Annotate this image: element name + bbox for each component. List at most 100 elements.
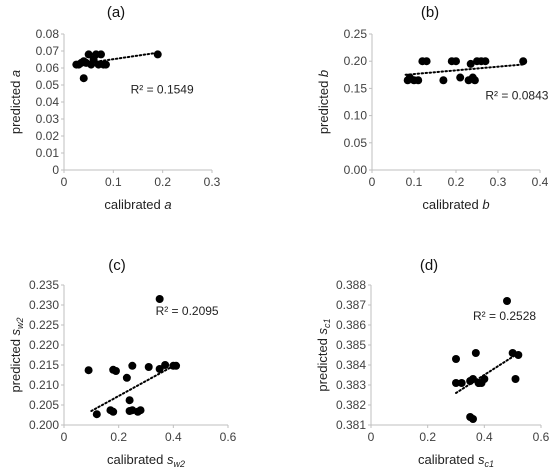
x-tick-label: 0.2 — [154, 175, 171, 189]
r-squared-label: R² = 0.1549 — [131, 83, 194, 97]
y-tick-label: 0.205 — [29, 398, 59, 412]
x-tick-label: 0 — [369, 175, 376, 189]
y-tick-label: 0.384 — [336, 358, 366, 372]
data-point — [481, 57, 490, 66]
data-point — [439, 76, 448, 85]
y-tick-label: 0.07 — [36, 44, 60, 58]
x-tick-label: 0 — [61, 430, 68, 444]
data-point — [111, 367, 120, 375]
data-point — [144, 363, 153, 371]
x-axis-label: calibrated b — [422, 197, 489, 212]
x-tick-label: 0.4 — [165, 430, 182, 444]
x-tick-label: 0.4 — [532, 175, 549, 189]
x-axis-label: calibrated sw2 — [107, 452, 185, 469]
y-tick-label: 0.225 — [29, 318, 59, 332]
data-point — [414, 76, 423, 85]
y-axis-label: predicted b — [316, 70, 331, 134]
y-tick-label: 0.386 — [336, 318, 366, 332]
data-point — [97, 50, 105, 59]
data-point — [519, 57, 528, 66]
data-point — [471, 349, 480, 357]
y-tick-label: 0.20 — [344, 54, 368, 68]
trendline — [404, 63, 525, 76]
data-point — [466, 59, 475, 68]
data-point — [456, 73, 465, 82]
r-squared-label: R² = 0.0843 — [485, 88, 548, 102]
y-tick-label: 0.388 — [336, 278, 366, 292]
data-point — [155, 295, 164, 303]
data-point — [125, 396, 134, 405]
y-tick-label: 0.387 — [336, 298, 366, 312]
data-point — [122, 373, 131, 382]
x-tick-label: 0.2 — [110, 430, 127, 444]
x-tick-label: 0.3 — [204, 175, 221, 189]
y-tick-label: 0 — [52, 163, 59, 177]
y-tick-label: 0.05 — [36, 78, 60, 92]
x-tick-label: 0 — [61, 175, 68, 189]
panel-title: (c) — [108, 257, 126, 274]
data-point — [511, 375, 520, 383]
data-point — [128, 361, 137, 370]
chart-panel-4: (d) 0.381 0.382 0.383 0.384 0.385 0.386 0.387 0.… — [315, 257, 550, 469]
y-tick-label: 0.02 — [36, 129, 60, 143]
y-tick-label: 0.01 — [36, 146, 60, 160]
x-tick-label: 0.6 — [533, 430, 550, 444]
data-point — [514, 351, 523, 359]
y-tick-label: 0.15 — [344, 81, 368, 95]
data-point — [469, 375, 477, 383]
data-point — [452, 379, 460, 387]
panel-title: (b) — [421, 4, 439, 21]
data-point — [422, 57, 431, 66]
y-axis-label: predicted sw2 — [8, 317, 25, 392]
data-point — [109, 407, 118, 416]
y-tick-label: 0.382 — [336, 398, 366, 412]
y-tick-label: 0.230 — [29, 298, 59, 312]
r-squared-label: R² = 0.2095 — [156, 304, 219, 318]
y-axis-label: predicted a — [8, 70, 23, 134]
data-point — [470, 76, 479, 85]
x-tick-label: 0.4 — [476, 430, 493, 444]
y-tick-label: 0.235 — [29, 278, 59, 292]
x-tick-label: 0.1 — [105, 175, 122, 189]
y-tick-label: 0.05 — [344, 136, 368, 150]
y-tick-label: 0.06 — [36, 61, 60, 75]
y-tick-label: 0.04 — [36, 95, 60, 109]
x-tick-label: 0 — [368, 430, 375, 444]
data-point — [155, 365, 164, 373]
data-point — [480, 375, 489, 383]
data-point — [161, 361, 170, 369]
chart-panel-2: (b) 0.00 0.05 0.10 0.15 0.20 0.25 0 0.1 0.2 0.3 0.4… — [316, 4, 549, 212]
x-tick-label: 0.2 — [448, 175, 465, 189]
r-squared-label: R² = 0.2528 — [473, 309, 536, 323]
y-tick-label: 0.00 — [344, 163, 368, 177]
data-point — [469, 415, 477, 423]
data-point — [79, 74, 88, 83]
y-tick-label: 0.383 — [336, 378, 366, 392]
y-tick-label: 0.215 — [29, 358, 59, 372]
y-tick-label: 0.08 — [36, 27, 60, 41]
data-point — [101, 60, 110, 69]
x-tick-label: 0.6 — [220, 430, 237, 444]
data-point — [172, 361, 181, 370]
x-axis-label: calibrated sc1 — [418, 452, 494, 469]
y-tick-label: 0.381 — [336, 418, 366, 432]
y-tick-label: 0.03 — [36, 112, 60, 126]
y-tick-label: 0.25 — [344, 27, 368, 41]
trendline — [90, 362, 180, 412]
data-point — [452, 57, 460, 66]
y-tick-label: 0.385 — [336, 338, 366, 352]
panel-title: (a) — [107, 4, 125, 21]
y-tick-label: 0.200 — [29, 418, 59, 432]
y-axis-label: predicted sc1 — [315, 318, 332, 391]
chart-panel-1: (a) 0 0.01 0.02 0.03 0.04 0.05 0.06 0.07 0.08 0 0.1… — [8, 4, 221, 212]
panel-title: (d) — [420, 257, 438, 274]
chart-panel-3: (c) 0.200 0.205 0.210 0.215 0.220 0.225 0.230 0.… — [8, 257, 237, 469]
data-point — [136, 406, 145, 415]
x-tick-label: 0.3 — [490, 175, 507, 189]
y-tick-label: 0.210 — [29, 378, 59, 392]
data-point — [503, 297, 511, 305]
data-point — [84, 50, 93, 59]
x-tick-label: 0.1 — [406, 175, 423, 189]
